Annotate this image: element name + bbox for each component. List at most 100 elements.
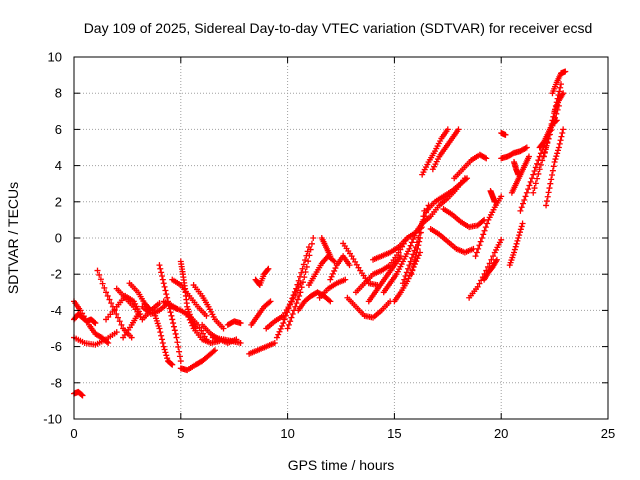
data-point xyxy=(410,236,417,243)
data-point xyxy=(511,246,518,253)
data-point xyxy=(549,167,556,174)
data-point xyxy=(553,153,560,160)
data-point xyxy=(478,277,485,284)
y-tick-label: 0 xyxy=(55,231,62,246)
data-point xyxy=(402,273,409,280)
data-point xyxy=(482,224,489,231)
data-point xyxy=(403,269,410,276)
data-point xyxy=(512,243,519,250)
y-tick-label: 2 xyxy=(55,194,62,209)
data-point xyxy=(267,298,274,305)
series-arc-17 xyxy=(184,311,223,346)
y-tick-label: -4 xyxy=(50,303,62,318)
chart-title: Day 109 of 2025, Sidereal Day-to-day VTE… xyxy=(84,20,593,36)
series-arc-45 xyxy=(419,175,468,227)
data-point xyxy=(158,269,165,276)
series-arc-11 xyxy=(156,262,184,365)
data-point xyxy=(472,253,479,260)
data-point xyxy=(557,137,564,144)
data-point xyxy=(486,260,493,267)
data-point xyxy=(285,321,292,328)
data-point xyxy=(298,284,305,291)
data-point xyxy=(558,133,565,140)
data-point xyxy=(544,193,551,200)
data-point xyxy=(157,265,164,272)
series-arc-56 xyxy=(508,153,532,196)
y-tick-label: 8 xyxy=(55,86,62,101)
data-point xyxy=(163,291,170,298)
series-arc-34 xyxy=(344,294,394,321)
series-arc-49 xyxy=(466,236,505,301)
data-point xyxy=(511,249,518,256)
data-point xyxy=(483,155,490,162)
series-arc-13 xyxy=(160,298,210,343)
data-point xyxy=(513,240,520,247)
data-point xyxy=(528,175,535,182)
data-point xyxy=(113,311,120,318)
data-point xyxy=(540,153,547,160)
data-point xyxy=(546,185,553,192)
data-point xyxy=(169,361,176,368)
data-point xyxy=(159,273,166,280)
data-point xyxy=(285,305,292,312)
data-point xyxy=(185,313,192,320)
data-point xyxy=(237,339,244,346)
data-point xyxy=(542,146,549,153)
data-point xyxy=(557,84,564,91)
data-point xyxy=(159,339,166,346)
data-point xyxy=(293,285,300,292)
data-point xyxy=(537,161,544,168)
series-arc-26 xyxy=(273,244,312,341)
data-point xyxy=(401,276,408,283)
data-point xyxy=(168,360,175,367)
data-point xyxy=(526,182,533,189)
data-point xyxy=(294,296,301,303)
data-point xyxy=(78,391,85,398)
data-point xyxy=(105,339,112,346)
data-point xyxy=(302,269,309,276)
data-point xyxy=(310,235,317,241)
data-point xyxy=(303,263,310,270)
data-point xyxy=(108,300,115,307)
data-point xyxy=(97,276,104,283)
series-arc-12 xyxy=(152,312,176,368)
data-point xyxy=(211,347,218,354)
data-point xyxy=(518,223,525,230)
data-point xyxy=(548,176,555,183)
data-point xyxy=(279,322,286,329)
data-point xyxy=(532,180,539,187)
data-point xyxy=(521,196,528,203)
series-arc-57 xyxy=(511,158,522,178)
y-tick-label: 4 xyxy=(55,158,62,173)
data-point xyxy=(160,280,167,287)
data-point xyxy=(536,166,543,173)
data-point xyxy=(327,253,334,260)
data-point xyxy=(118,321,125,328)
series-arc-46 xyxy=(427,225,477,256)
data-point xyxy=(555,147,562,154)
series-arc-51 xyxy=(481,256,500,283)
data-point xyxy=(532,164,539,171)
data-point xyxy=(514,237,521,244)
data-point xyxy=(523,189,530,196)
data-point xyxy=(99,280,106,287)
data-point xyxy=(543,198,550,205)
data-point xyxy=(168,312,175,319)
data-point xyxy=(299,265,306,272)
data-point xyxy=(288,314,295,321)
data-point xyxy=(296,292,303,299)
series-arc-55 xyxy=(506,220,526,269)
data-point xyxy=(288,298,295,305)
series-arc-02 xyxy=(71,329,120,348)
data-point xyxy=(416,238,423,245)
data-point xyxy=(163,352,170,359)
data-point xyxy=(162,349,169,356)
series-arc-52 xyxy=(487,187,498,205)
data-point xyxy=(547,180,554,187)
data-point xyxy=(478,235,485,241)
data-point xyxy=(92,320,99,327)
data-point xyxy=(535,170,542,177)
series-arc-33 xyxy=(340,240,381,289)
data-point xyxy=(104,292,111,299)
